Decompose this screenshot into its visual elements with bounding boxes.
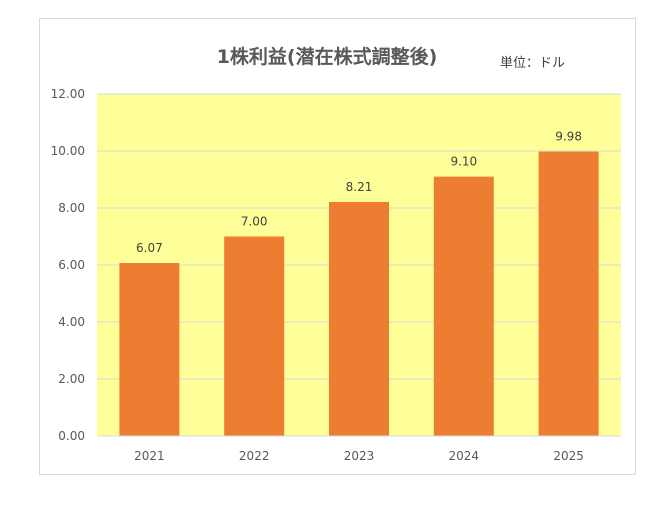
bars bbox=[119, 151, 599, 436]
x-axis: 2021 2022 2023 2024 2025 bbox=[97, 435, 621, 463]
y-tick-label: 0.00 bbox=[58, 429, 85, 443]
data-labels: 6.07 7.00 8.21 9.10 9.98 bbox=[136, 130, 582, 255]
data-label-2025: 9.98 bbox=[555, 130, 582, 144]
data-label-2024: 9.10 bbox=[450, 155, 477, 169]
unit-label: 単位：ドル bbox=[500, 56, 566, 71]
y-tick-label: 4.00 bbox=[58, 315, 85, 329]
y-tick-label: 10.00 bbox=[51, 144, 85, 158]
x-tick-label: 2021 bbox=[134, 449, 165, 463]
x-tick-label: 2025 bbox=[553, 449, 584, 463]
y-tick-label: 6.00 bbox=[58, 258, 85, 272]
y-axis: 0.00 2.00 4.00 6.00 8.00 10.00 12.00 bbox=[51, 87, 85, 443]
x-tick-label: 2022 bbox=[239, 449, 270, 463]
y-tick-label: 8.00 bbox=[58, 201, 85, 215]
bar-2025 bbox=[538, 151, 599, 436]
data-label-2022: 7.00 bbox=[241, 215, 268, 229]
bar-2024 bbox=[433, 176, 494, 436]
bar-2022 bbox=[224, 236, 285, 436]
x-tick-label: 2024 bbox=[449, 449, 480, 463]
bar-2021 bbox=[119, 263, 180, 436]
chart-title: 1株利益(潜在株式調整後) bbox=[216, 46, 438, 68]
data-label-2021: 6.07 bbox=[136, 241, 163, 255]
bar-2023 bbox=[329, 202, 389, 436]
y-tick-label: 12.00 bbox=[51, 87, 85, 101]
y-tick-label: 2.00 bbox=[58, 372, 85, 386]
x-tick-label: 2023 bbox=[344, 449, 375, 463]
data-label-2023: 8.21 bbox=[346, 180, 373, 194]
